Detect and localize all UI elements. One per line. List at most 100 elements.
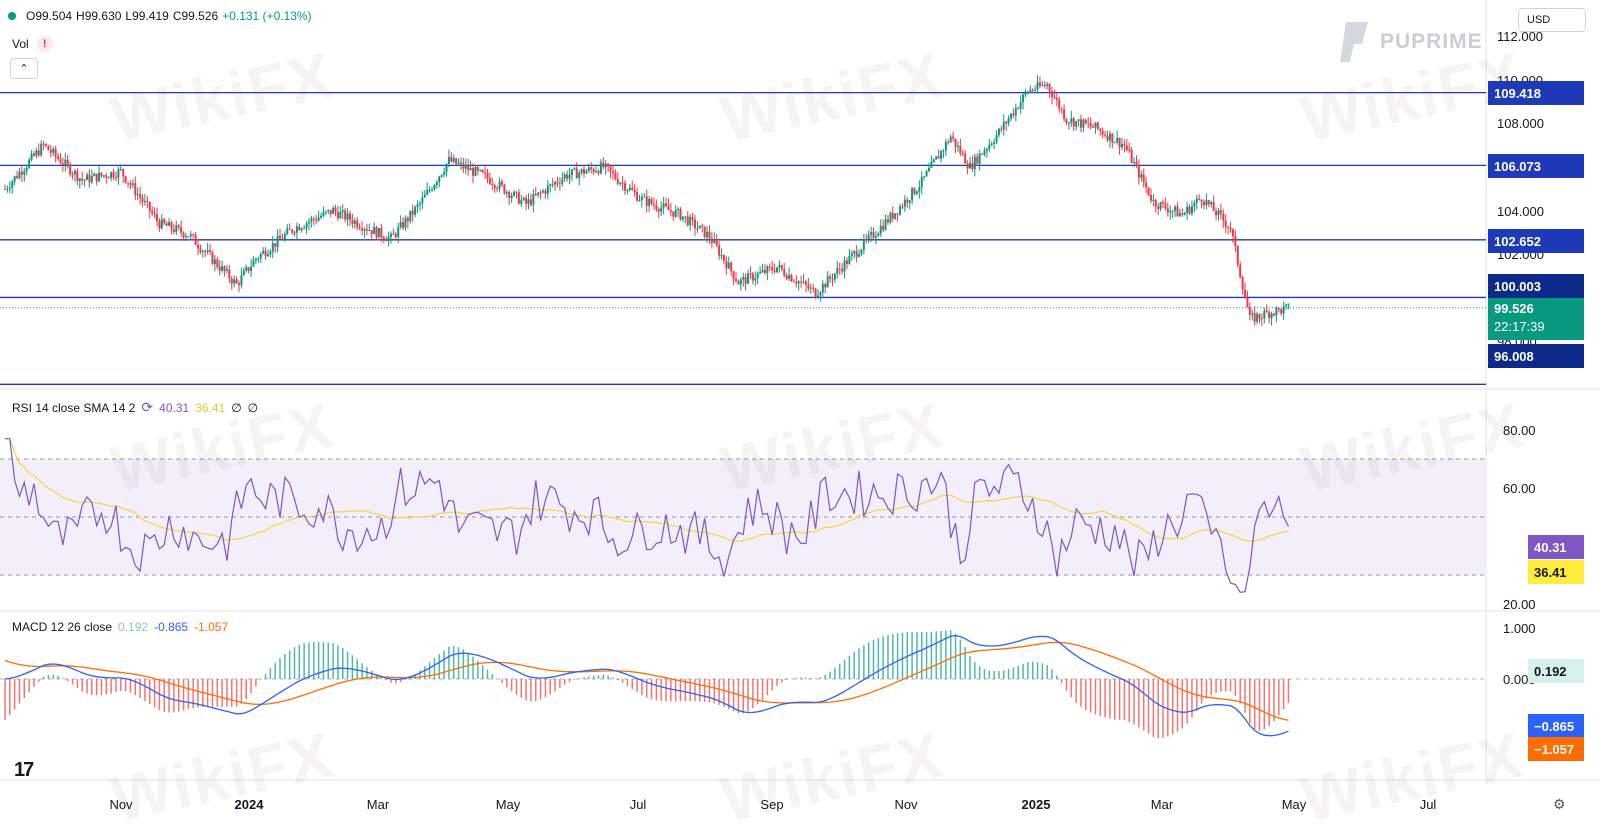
rsi-tick: 60.00	[1503, 481, 1536, 496]
candle	[1227, 226, 1230, 228]
level-badge[interactable]: 109.418	[1488, 81, 1584, 105]
candle	[1263, 310, 1266, 319]
warning-icon[interactable]: !	[36, 36, 53, 52]
currency-button[interactable]: USD	[1518, 8, 1586, 32]
candle	[180, 227, 183, 233]
candle	[558, 183, 561, 185]
candle	[870, 232, 873, 235]
volume-legend[interactable]: Vol !	[12, 36, 53, 52]
candle	[98, 172, 101, 182]
candle	[718, 245, 721, 256]
candle	[42, 143, 45, 145]
macd-value: -0.865	[154, 620, 189, 634]
candle	[49, 150, 52, 153]
candle	[438, 176, 441, 183]
candle	[216, 259, 219, 267]
candle	[706, 231, 709, 238]
candle	[971, 163, 974, 170]
macd-tick: 0.000	[1503, 672, 1536, 687]
level-badge[interactable]: 100.003	[1488, 274, 1584, 298]
candle	[1000, 128, 1003, 130]
rsi-extra-1: ∅	[231, 400, 242, 415]
x-axis-label: Mar	[366, 797, 390, 812]
candle	[411, 210, 414, 215]
candle	[66, 159, 69, 165]
candle	[32, 153, 35, 156]
candle	[4, 188, 6, 190]
candle	[913, 188, 916, 194]
candle	[578, 172, 581, 179]
candle	[416, 204, 419, 207]
candle	[619, 182, 622, 184]
candle	[1005, 121, 1008, 124]
candle	[320, 215, 323, 218]
candle	[901, 206, 904, 208]
candle	[932, 159, 935, 162]
candle	[13, 176, 16, 182]
candle	[136, 194, 139, 196]
candle	[590, 167, 593, 170]
last-price: 99.526	[1494, 301, 1534, 316]
candle	[672, 211, 675, 217]
candle	[862, 238, 865, 250]
tradingview-logo-icon[interactable]: 17	[14, 759, 34, 781]
rsi-extra-2: ∅	[247, 400, 259, 415]
candle	[406, 218, 409, 222]
candle	[452, 158, 455, 162]
candle	[1101, 130, 1104, 135]
candle	[1094, 122, 1097, 128]
candle	[225, 269, 228, 272]
candle	[245, 267, 248, 271]
candle	[76, 170, 79, 182]
candle	[819, 292, 822, 296]
candle	[918, 187, 921, 192]
candle	[1014, 107, 1017, 116]
rsi-legend[interactable]: RSI 14 close SMA 14 2 ⟳ 40.31 36.41 ∅ ∅	[12, 399, 258, 416]
candle	[935, 156, 938, 160]
candle	[47, 145, 50, 151]
ohlc-low: L99.419	[125, 9, 169, 23]
refresh-icon[interactable]: ⟳	[141, 399, 154, 415]
candle	[95, 173, 98, 182]
price-tick: 104.000	[1497, 204, 1544, 219]
candle	[170, 222, 173, 230]
candle	[831, 278, 834, 280]
candle	[228, 269, 231, 279]
candle	[1007, 118, 1010, 124]
candle	[283, 234, 286, 240]
level-badge[interactable]: 106.073	[1488, 154, 1584, 178]
level-badge[interactable]: 96.008	[1488, 344, 1584, 368]
collapse-legend-button[interactable]: ⌃	[10, 58, 38, 79]
gear-icon[interactable]: ⚙	[1553, 796, 1566, 812]
candle	[1287, 303, 1290, 305]
candle	[30, 153, 33, 160]
candle	[703, 226, 706, 238]
candle	[1195, 198, 1198, 203]
candle	[373, 227, 376, 235]
candle	[821, 284, 824, 293]
candle	[633, 189, 636, 193]
candle	[529, 199, 532, 205]
candle	[645, 196, 648, 206]
candle	[307, 221, 310, 224]
macd-tick: 1.000	[1503, 621, 1536, 636]
candle	[1024, 92, 1027, 95]
candle	[25, 167, 28, 172]
level-badge[interactable]: 102.652	[1488, 229, 1584, 253]
candle	[187, 236, 190, 238]
candle	[455, 158, 458, 164]
candle	[1215, 210, 1218, 216]
candle	[1159, 202, 1162, 209]
candle	[792, 281, 795, 283]
macd-legend[interactable]: MACD 12 26 close 0.192 -0.865 -1.057	[12, 620, 228, 634]
candle	[291, 229, 294, 233]
candle	[1277, 308, 1280, 310]
candle	[1070, 118, 1073, 123]
candle	[146, 200, 149, 202]
candle	[1058, 99, 1061, 109]
candle	[990, 143, 993, 145]
candle	[616, 178, 619, 184]
candle	[155, 214, 158, 221]
candle	[527, 199, 530, 204]
